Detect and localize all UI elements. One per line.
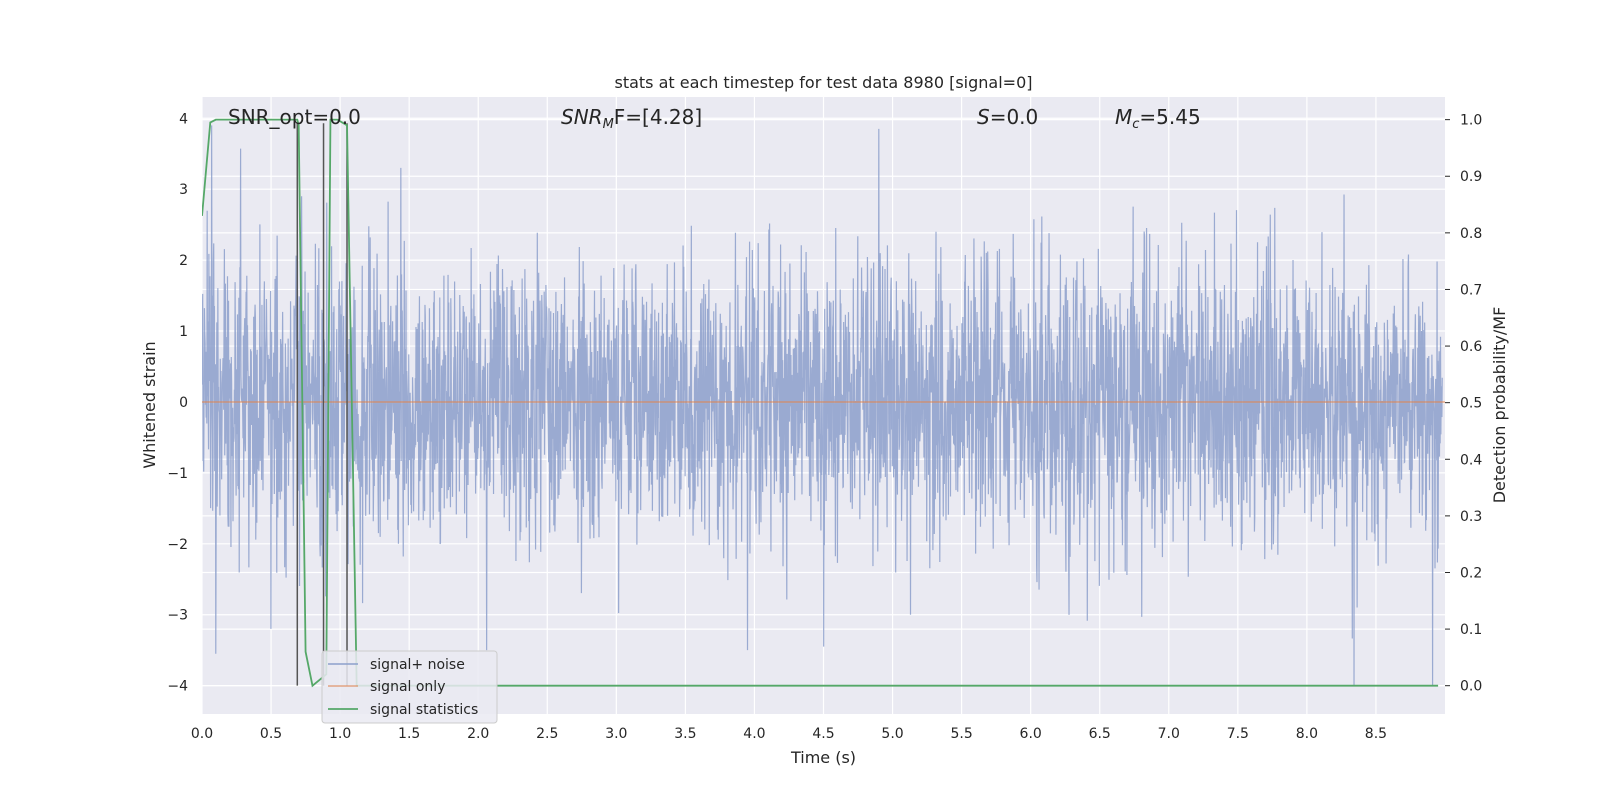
y-right-tick-label: 0.9 [1460,169,1482,185]
x-tick-label: 4.0 [743,726,765,742]
x-tick-label: 0.5 [260,726,282,742]
x-tick-label: 6.5 [1089,726,1111,742]
x-axis-ticks: 0.0 0.5 1.0 1.5 2.0 2.5 3.0 3.5 4.0 4.5 5.0 5.5 6.0 6… [191,726,1387,742]
y-right-tick-label: 1.0 [1460,113,1482,129]
x-tick-label: 5.0 [881,726,903,742]
legend-label-signal-statistics: signal statistics [370,702,478,718]
x-tick-label: 0.0 [191,726,213,742]
series-signal-statistics [202,118,1439,688]
y-tick-label: −3 [167,608,188,624]
x-tick-label: 5.5 [950,726,972,742]
y-tick-label: −2 [167,537,188,553]
annotation-s: S=0.0 [977,105,1038,129]
x-tick-label: 2.0 [467,726,489,742]
annotation-snr-opt: SNR_opt=0.0 [228,105,361,129]
x-tick-label: 8.0 [1296,726,1318,742]
y-right-tick-label: 0.6 [1460,339,1482,355]
annotation-snr-mf: SNRMF=[4.28] [561,105,702,132]
y-right-tick-label: 0.4 [1460,452,1482,468]
legend-label-signal-only: signal only [370,679,445,695]
y-right-tick-label: 0.1 [1460,622,1482,638]
legend-label-signal-plus-noise: signal+ noise [370,657,465,673]
y-right-tick-label: 0.0 [1460,679,1482,695]
y-right-axis-label: Detection probability/MF [1490,307,1509,504]
x-tick-label: 7.5 [1227,726,1249,742]
y-right-axis-ticks: 0.0 0.1 0.2 0.3 0.4 0.5 0.6 0.7 0.8 0.9 1.0 [1445,113,1482,695]
x-tick-label: 1.5 [398,726,420,742]
y-tick-label: 3 [179,182,188,198]
y-right-tick-label: 0.3 [1460,509,1482,525]
y-tick-label: 2 [179,253,188,269]
x-tick-label: 3.0 [605,726,627,742]
y-right-tick-label: 0.7 [1460,282,1482,298]
x-tick-label: 4.5 [812,726,834,742]
x-tick-label: 8.5 [1365,726,1387,742]
y-tick-label: −4 [167,679,188,695]
x-tick-label: 1.0 [329,726,351,742]
y-axis-ticks: −4 −3 −2 −1 0 1 2 3 4 [167,111,188,694]
x-tick-label: 6.0 [1020,726,1042,742]
x-tick-label: 7.0 [1158,726,1180,742]
y-tick-label: 4 [179,111,188,127]
y-right-tick-label: 0.8 [1460,226,1482,242]
chart-title: stats at each timestep for test data 898… [614,73,1032,92]
y-tick-label: 1 [179,324,188,340]
annotation-mc: Mc=5.45 [1115,105,1201,132]
y-tick-label: −1 [167,466,188,482]
series-signal-plus-noise [202,125,1443,686]
x-axis-label: Time (s) [790,748,856,767]
x-tick-label: 3.5 [674,726,696,742]
x-tick-label: 2.5 [536,726,558,742]
legend: signal+ noise signal only signal statist… [321,650,498,724]
y-right-tick-label: 0.5 [1460,396,1482,412]
y-axis-label: Whitened strain [140,341,159,468]
vertical-markers [296,123,348,686]
y-right-tick-label: 0.2 [1460,565,1482,581]
y-tick-label: 0 [179,395,188,411]
